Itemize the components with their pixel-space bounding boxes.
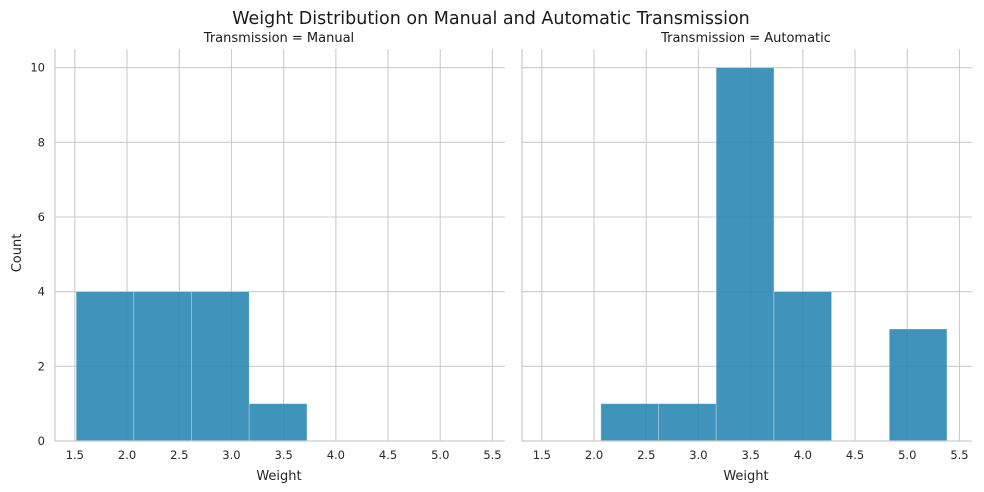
x-axis-label: Weight — [723, 469, 768, 484]
histogram-bar — [75, 291, 135, 442]
chart-title: Weight Distribution on Manual and Automa… — [232, 9, 750, 29]
x-axis-label: Weight — [256, 469, 301, 484]
x-tick-label: 2.0 — [118, 448, 136, 462]
y-tick-label: 6 — [38, 210, 45, 224]
x-tick-label: 2.0 — [585, 448, 603, 462]
x-tick-label: 3.0 — [222, 448, 240, 462]
y-tick-label: 4 — [38, 285, 45, 299]
x-tick-label: 5.5 — [483, 448, 501, 462]
x-tick-label: 2.5 — [170, 448, 188, 462]
x-tick-label: 4.5 — [379, 448, 397, 462]
x-tick-label: 1.5 — [66, 448, 84, 462]
x-tick-label: 3.0 — [689, 448, 707, 462]
x-tick-label: 4.5 — [846, 448, 864, 462]
x-tick-label: 4.0 — [794, 448, 812, 462]
x-tick-label: 5.5 — [950, 448, 968, 462]
histogram-bar — [715, 67, 775, 442]
histogram-bar — [658, 403, 717, 442]
y-tick-label: 10 — [30, 61, 45, 75]
x-tick-label: 5.0 — [431, 448, 449, 462]
x-tick-label: 4.0 — [327, 448, 345, 462]
histogram-bar — [133, 291, 192, 442]
y-tick-label: 0 — [38, 434, 45, 448]
x-tick-label: 3.5 — [275, 448, 293, 462]
histogram-bar — [773, 291, 832, 442]
x-tick-label: 1.5 — [533, 448, 551, 462]
histogram-bar — [191, 291, 250, 442]
facet-panel: 1.5 2.0 2.5 3.0 3.5 4.0 4.5 5.0 5.5 Transmission … — [521, 31, 972, 484]
y-tick-label: 8 — [38, 135, 45, 149]
x-tick-label: 2.5 — [637, 448, 655, 462]
x-tick-label: 5.0 — [898, 448, 916, 462]
histogram-bar — [248, 403, 308, 442]
y-axis-label: Count — [10, 234, 25, 273]
panel-title: Transmission = Manual — [203, 31, 354, 46]
panel-title: Transmission = Automatic — [660, 31, 831, 46]
facet-panels: 1.5 2.0 2.5 3.0 3.5 4.0 4.5 5.0 5.5 0 2 4 6 8 10 Transm… — [30, 31, 972, 484]
y-tick-label: 2 — [38, 359, 45, 373]
histogram-bar — [888, 328, 948, 442]
facet-panel: 1.5 2.0 2.5 3.0 3.5 4.0 4.5 5.0 5.5 0 2 4 6 8 10 Transm… — [30, 31, 505, 484]
x-tick-label: 3.5 — [742, 448, 760, 462]
histogram-bar — [600, 403, 659, 442]
